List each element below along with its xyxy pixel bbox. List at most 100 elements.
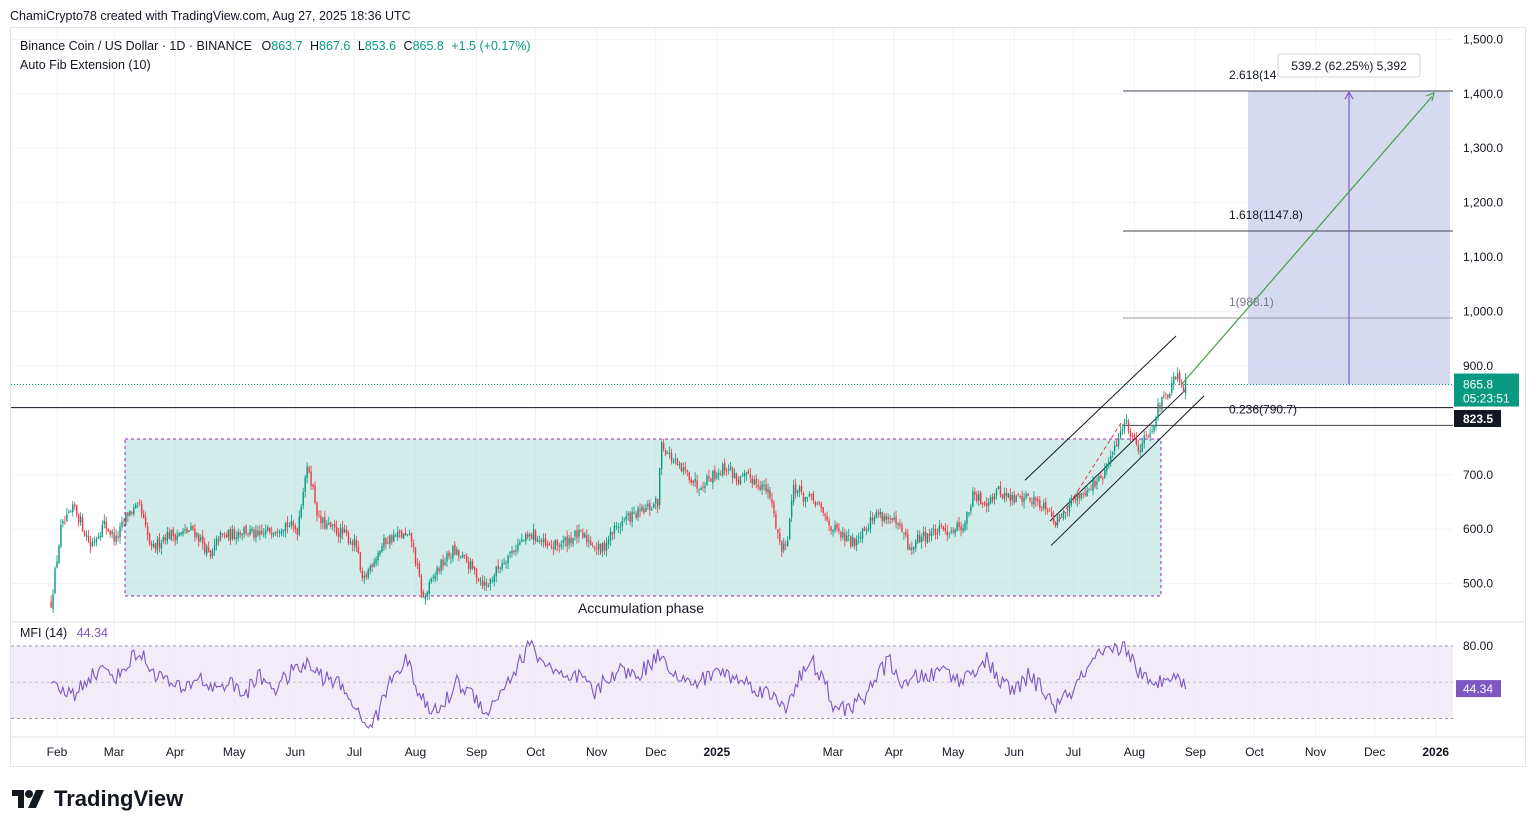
candle-body bbox=[523, 540, 525, 542]
fib-indicator-legend[interactable]: Auto Fib Extension (10) bbox=[20, 58, 151, 72]
candle-body bbox=[855, 539, 858, 546]
candle-body bbox=[918, 535, 921, 543]
candle-body bbox=[820, 503, 822, 509]
candle-body bbox=[905, 531, 907, 536]
candle-body bbox=[148, 534, 151, 545]
candle-body bbox=[142, 514, 145, 519]
candle-body bbox=[452, 546, 454, 559]
candle-body bbox=[1104, 469, 1106, 478]
candle-body bbox=[1013, 494, 1015, 503]
candle-body bbox=[891, 517, 893, 520]
candle-body bbox=[233, 529, 235, 539]
high-label: H bbox=[310, 39, 320, 53]
candle-body bbox=[970, 506, 972, 512]
high-value: 867.6 bbox=[319, 39, 351, 53]
candle-body bbox=[341, 527, 344, 534]
fib-level-label: 1(988.1) bbox=[1229, 295, 1274, 309]
candle-body bbox=[515, 550, 517, 552]
candle-body bbox=[91, 542, 94, 546]
candle-body bbox=[1031, 502, 1033, 505]
candle-body bbox=[527, 534, 529, 538]
candle-body bbox=[64, 521, 66, 523]
candle-body bbox=[428, 582, 430, 594]
candle-body bbox=[716, 474, 718, 478]
candle-body bbox=[1062, 514, 1065, 518]
candle-body bbox=[932, 529, 935, 531]
candle-body bbox=[1056, 516, 1059, 525]
candle-body bbox=[357, 546, 360, 553]
candle-body bbox=[314, 485, 316, 503]
close-label: C bbox=[403, 39, 413, 53]
candle-body bbox=[997, 486, 1000, 490]
candle-body bbox=[483, 581, 486, 586]
candle-body bbox=[241, 533, 243, 536]
channel-upper-line bbox=[1024, 335, 1177, 481]
candle-body bbox=[182, 530, 184, 534]
measure-tooltip-text: 539.2 (62.25%) 5,392 bbox=[1291, 59, 1407, 73]
candle-body bbox=[79, 516, 82, 523]
candle-body bbox=[103, 520, 105, 525]
candle-body bbox=[635, 513, 637, 518]
candle-body bbox=[1143, 435, 1145, 444]
candle-body bbox=[215, 538, 218, 546]
candle-body bbox=[180, 532, 182, 535]
candle-body bbox=[584, 533, 586, 538]
mfi-line bbox=[50, 639, 1187, 729]
candle-body bbox=[869, 517, 872, 529]
candle-body bbox=[377, 553, 379, 561]
candle-body bbox=[1145, 434, 1147, 436]
candle-body bbox=[318, 515, 320, 516]
time-axis-tick: Jun bbox=[286, 745, 305, 759]
candle-body bbox=[339, 527, 342, 539]
candle-body bbox=[265, 530, 267, 534]
candle-body bbox=[1137, 445, 1140, 451]
candle-body bbox=[720, 474, 722, 475]
mfi-legend[interactable]: MFI (14) 44.34 bbox=[20, 626, 108, 640]
candle-body bbox=[158, 537, 161, 548]
candle-body bbox=[964, 522, 966, 530]
candle-body bbox=[548, 544, 551, 546]
candle-body bbox=[913, 547, 915, 550]
symbol-legend[interactable]: Binance Coin / US Dollar · 1D · BINANCE … bbox=[20, 39, 531, 53]
candle-body bbox=[1135, 437, 1138, 445]
candle-body bbox=[883, 515, 885, 521]
candle-body bbox=[909, 547, 911, 551]
candle-body bbox=[686, 470, 688, 472]
candle-body bbox=[899, 523, 901, 526]
candle-body bbox=[684, 466, 687, 470]
candle-body bbox=[188, 530, 190, 532]
candle-body bbox=[534, 530, 537, 542]
candle-body bbox=[1161, 396, 1163, 410]
close-value: 865.8 bbox=[412, 39, 444, 53]
candle-body bbox=[530, 534, 533, 539]
candle-body bbox=[688, 472, 690, 480]
candle-body bbox=[168, 532, 170, 539]
price-axis-tick: 1,100.0 bbox=[1463, 250, 1503, 264]
candle-body bbox=[828, 520, 830, 526]
candle-body bbox=[52, 593, 54, 609]
candle-body bbox=[162, 536, 165, 542]
candle-body bbox=[237, 532, 239, 539]
candle-body bbox=[1043, 502, 1045, 509]
candle-body bbox=[917, 534, 919, 542]
candle-body bbox=[178, 533, 180, 537]
candle-body bbox=[284, 523, 287, 532]
candle-body bbox=[1165, 394, 1167, 396]
candle-body bbox=[127, 512, 129, 516]
candle-body bbox=[1096, 481, 1098, 486]
candle-body bbox=[987, 502, 990, 506]
time-axis-tick: Dec bbox=[1364, 745, 1385, 759]
candle-body bbox=[611, 531, 614, 535]
time-axis-tick: Sep bbox=[466, 745, 488, 759]
candle-body bbox=[72, 504, 74, 512]
candle-body bbox=[572, 537, 574, 545]
support-level-badge bbox=[1454, 410, 1501, 427]
candle-body bbox=[989, 497, 992, 504]
tradingview-logo: TradingView bbox=[12, 786, 183, 812]
candle-body bbox=[603, 542, 606, 551]
candle-body bbox=[668, 452, 671, 454]
candle-body bbox=[749, 474, 751, 478]
candle-body bbox=[229, 528, 232, 541]
candle-body bbox=[930, 530, 933, 536]
